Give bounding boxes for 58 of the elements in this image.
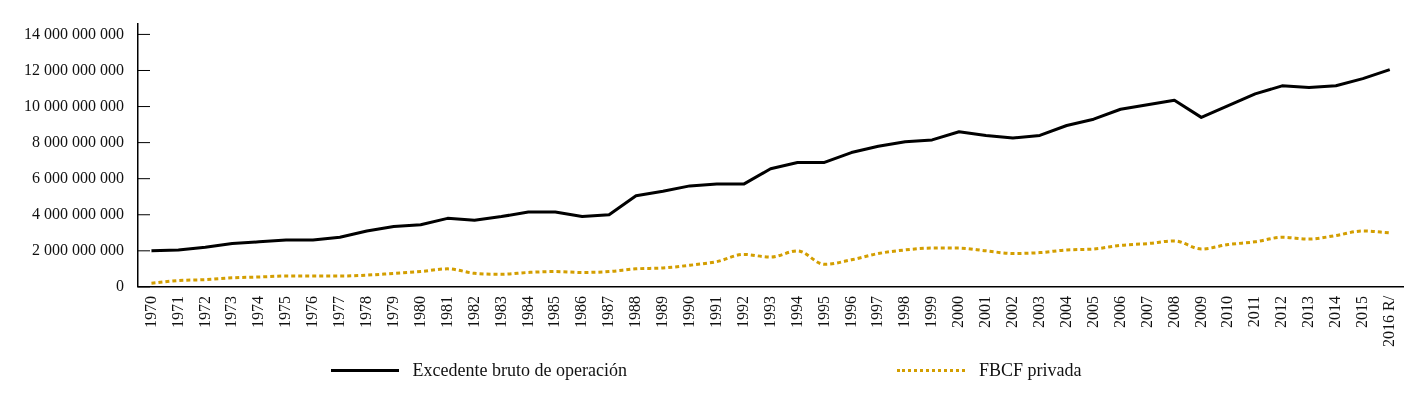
y-tick-label: 14 000 000 000: [24, 24, 124, 42]
x-tick-label: 1978: [357, 295, 375, 328]
x-tick-label: 1974: [249, 295, 267, 328]
x-tick-label: 1986: [572, 295, 590, 328]
x-tick-label: 1981: [437, 295, 455, 328]
x-tick-label: 1982: [464, 295, 482, 328]
x-tick-label: 2007: [1137, 295, 1155, 328]
x-tick-label: 1970: [141, 295, 159, 328]
x-tick-label: 2014: [1326, 295, 1344, 328]
x-tick-label: 1990: [680, 295, 698, 328]
x-tick-label: 1992: [733, 295, 751, 328]
x-tick-label: 1989: [653, 295, 671, 328]
x-tick-label: 1997: [868, 295, 886, 328]
x-tick-label: 1972: [195, 295, 213, 328]
x-tick-label: 1987: [599, 295, 617, 328]
x-tick-label: 2005: [1083, 295, 1101, 328]
x-tick-label: 1985: [545, 295, 563, 328]
x-tick-label: 2016 R/: [1379, 295, 1397, 348]
x-tick-label: 1977: [330, 295, 348, 328]
x-tick-label: 1973: [222, 295, 240, 328]
x-tick-label: 2013: [1299, 295, 1317, 328]
x-tick-label: 1996: [841, 295, 859, 328]
x-tick-label: 1979: [383, 295, 401, 328]
legend-label: Excedente bruto de operación: [412, 359, 627, 381]
y-tick-label: 2 000 000 000: [32, 241, 124, 259]
x-tick-label: 1971: [168, 295, 186, 328]
y-tick-label: 8 000 000 000: [32, 132, 124, 150]
x-tick-label: 1980: [410, 295, 428, 328]
y-tick-label: 6 000 000 000: [32, 168, 124, 186]
x-tick-label: 2002: [1003, 295, 1021, 328]
x-tick-label: 1995: [814, 295, 832, 328]
legend-label: FBCF privada: [978, 359, 1082, 381]
x-tick-label: 1983: [491, 295, 509, 328]
x-tick-label: 2000: [949, 295, 967, 328]
x-tick-label: 1999: [922, 295, 940, 328]
y-tick-label: 4 000 000 000: [32, 204, 124, 222]
x-tick-label: 2003: [1030, 295, 1048, 328]
x-tick-label: 1993: [760, 295, 778, 328]
x-tick-label: 2008: [1164, 295, 1182, 328]
x-tick-label: 2001: [976, 295, 994, 328]
x-tick-label: 1991: [706, 295, 724, 328]
x-tick-label: 1975: [276, 295, 294, 328]
y-tick-label: 0: [116, 277, 124, 295]
x-tick-label: 1994: [787, 295, 805, 328]
x-tick-label: 2010: [1218, 295, 1236, 328]
x-tick-label: 1984: [518, 295, 536, 328]
y-tick-label: 12 000 000 000: [24, 60, 124, 78]
x-tick-label: 2004: [1056, 295, 1074, 328]
x-tick-label: 2015: [1353, 295, 1371, 328]
x-tick-label: 2006: [1110, 295, 1128, 328]
x-tick-label: 1976: [303, 295, 321, 328]
x-tick-label: 1998: [895, 295, 913, 328]
x-tick-label: 2011: [1245, 295, 1263, 328]
x-tick-label: 1988: [626, 295, 644, 328]
x-tick-label: 2012: [1272, 295, 1290, 328]
y-tick-label: 10 000 000 000: [24, 96, 124, 114]
x-tick-label: 2009: [1191, 295, 1209, 328]
line-series: [149, 229, 1392, 285]
